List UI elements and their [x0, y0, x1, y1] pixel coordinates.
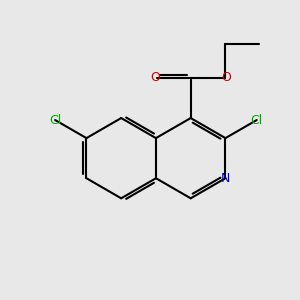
Text: O: O: [150, 71, 160, 84]
Text: N: N: [221, 172, 230, 185]
Text: Cl: Cl: [49, 114, 61, 127]
Text: Cl: Cl: [250, 114, 263, 127]
Text: O: O: [221, 71, 231, 84]
